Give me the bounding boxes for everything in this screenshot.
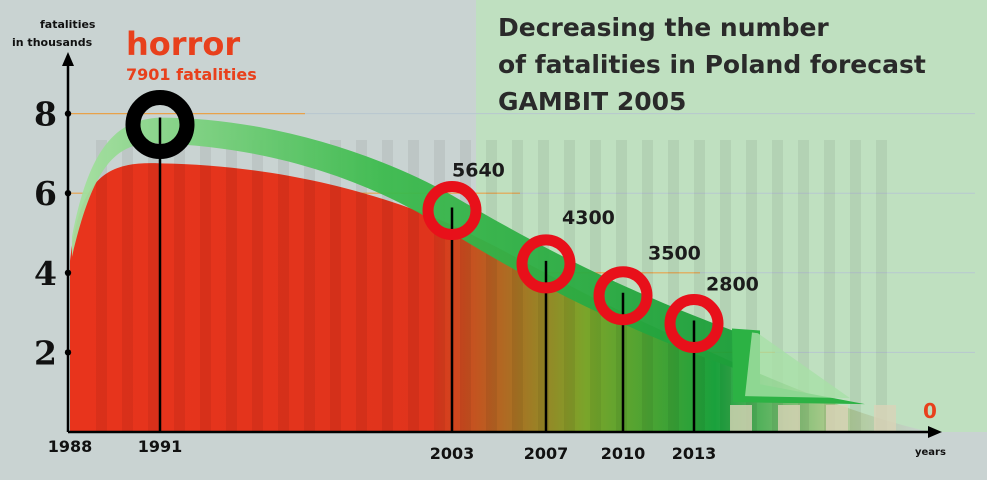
stripe: [330, 140, 341, 432]
fatalities-area: [70, 163, 930, 432]
stripe: [850, 140, 861, 432]
y-axis-label-line-2: in thousands: [12, 36, 93, 49]
data-label-3500: 3500: [648, 243, 701, 265]
stripe: [200, 140, 211, 432]
y-tick-label-2: 2: [34, 333, 57, 372]
stripe: [434, 140, 445, 432]
stripe: [96, 140, 107, 432]
stripe: [746, 140, 757, 432]
stripe: [408, 140, 419, 432]
y-tick-label-8: 8: [34, 95, 57, 134]
y-tick-label-4: 4: [34, 254, 57, 293]
point-marker-2013: [664, 294, 724, 354]
x-axis-label: years: [915, 447, 946, 458]
y-tick-dot-2: [64, 349, 72, 356]
stripe: [304, 140, 315, 432]
stripe: [824, 140, 835, 432]
fading-stripe: [874, 405, 896, 432]
stripes: [96, 140, 896, 432]
y-axis-arrowhead: [62, 52, 74, 66]
y-tick-dot-6: [64, 190, 72, 197]
y-axis-label-line-1: fatalities: [40, 18, 96, 31]
horror-annotation: horror 7901 fatalities: [126, 25, 257, 84]
y-ticks: 8 6 4 2: [34, 95, 72, 372]
area-layer: [70, 163, 930, 432]
stripe: [382, 140, 393, 432]
stripe: [278, 140, 289, 432]
x-axis-arrowhead: [928, 426, 942, 438]
y-tick-label-6: 6: [34, 174, 57, 213]
stripe: [772, 140, 783, 432]
fading-stripe: [730, 405, 752, 432]
title-line-2: of fatalities in Poland forecast: [498, 50, 926, 79]
y-tick-dot-8: [64, 110, 72, 117]
stripe: [122, 140, 133, 432]
stripe: [668, 140, 679, 432]
point-marker-2007: [516, 234, 576, 294]
x-ticks: 1988 1991 2003 2007 2010 2013: [48, 437, 717, 463]
stripe: [226, 140, 237, 432]
stripe: [356, 140, 367, 432]
horror-marker: [125, 90, 195, 160]
x-tick-label-1991: 1991: [138, 437, 183, 456]
horror-subtext: 7901 fatalities: [126, 65, 257, 84]
stripe: [876, 140, 887, 432]
stripe: [174, 140, 185, 432]
stripe: [148, 140, 159, 432]
y-axis-label: fatalities in thousands: [12, 18, 96, 49]
end-label-zero: 0: [923, 399, 937, 423]
x-tick-label-1988: 1988: [48, 437, 93, 456]
data-label-2800: 2800: [706, 274, 759, 296]
title-line-3: GAMBIT 2005: [498, 87, 686, 116]
axes: [62, 52, 942, 438]
stripe: [720, 140, 731, 432]
horror-headline: horror: [126, 25, 240, 63]
stripe: [460, 140, 471, 432]
stripe: [512, 140, 523, 432]
fading-stripe: [826, 405, 848, 432]
stripe: [486, 140, 497, 432]
title-line-1: Decreasing the number: [498, 13, 829, 42]
chart-title: Decreasing the number of fatalities in P…: [498, 13, 926, 116]
data-label-4300: 4300: [562, 207, 615, 229]
trend-arrow-head-highlight: [745, 332, 850, 399]
data-label-5640: 5640: [452, 160, 505, 182]
stripe: [694, 140, 705, 432]
stripe: [798, 140, 809, 432]
fading-stripe: [778, 405, 800, 432]
x-tick-label-2007: 2007: [524, 444, 569, 463]
x-tick-label-2013: 2013: [672, 444, 717, 463]
y-tick-dot-4: [64, 269, 72, 276]
point-marker-2010: [593, 266, 653, 326]
stripe: [252, 140, 263, 432]
x-tick-label-2003: 2003: [430, 444, 475, 463]
trend-arrow-band: [72, 117, 760, 371]
x-tick-label-2010: 2010: [601, 444, 646, 463]
point-marker-2003: [422, 181, 482, 241]
trend-arrow: [72, 117, 865, 405]
